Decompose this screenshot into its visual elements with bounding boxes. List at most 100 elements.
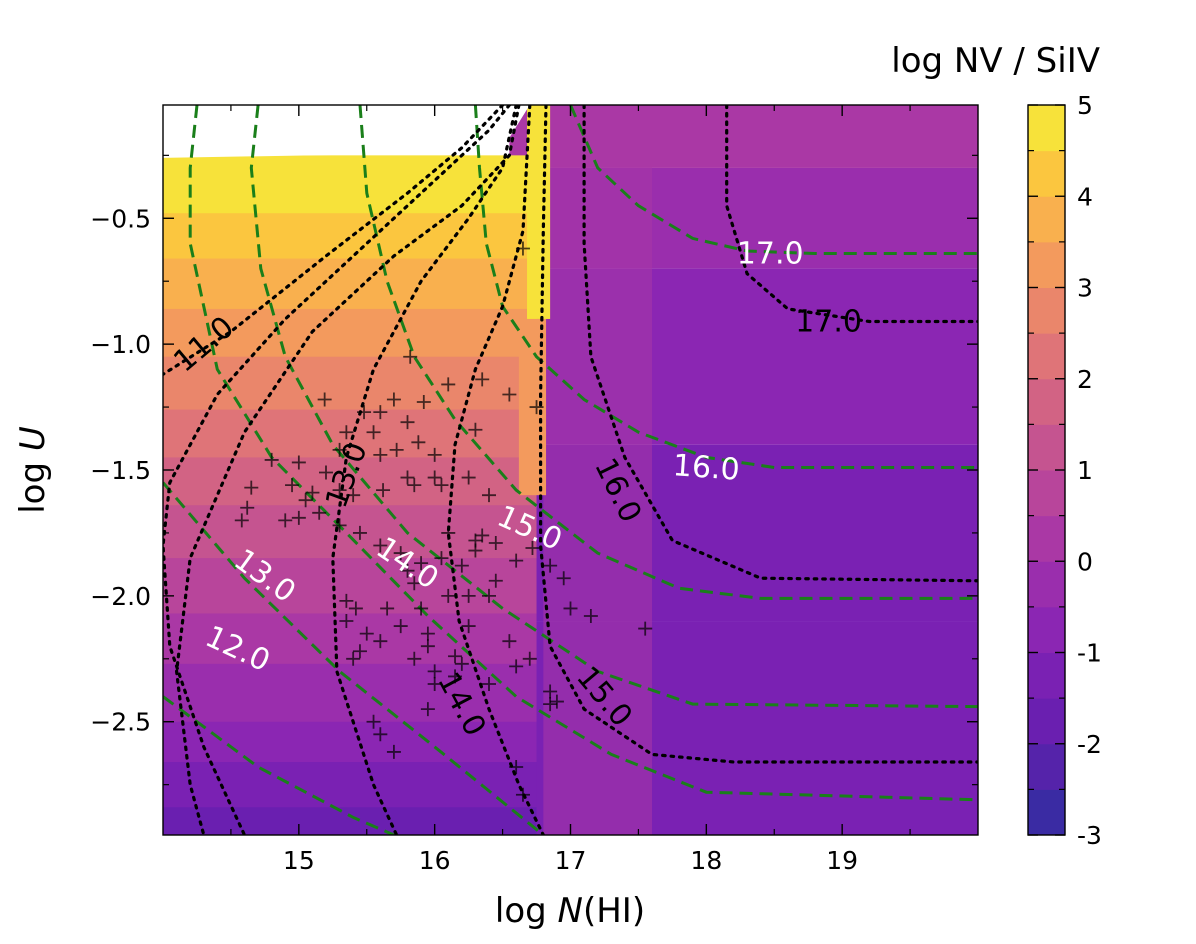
observation-point [420, 626, 435, 641]
observation-point [407, 478, 422, 493]
colorbar-band [1028, 424, 1065, 471]
colorbar-band [1028, 241, 1065, 288]
observation-markers [234, 241, 653, 802]
x-tick-label: 17 [555, 846, 587, 875]
y-axis-label-prefix: log [13, 451, 53, 514]
observation-point [380, 601, 395, 616]
colorbar-band [1028, 789, 1065, 836]
observation-point [427, 676, 442, 691]
observation-point [291, 455, 306, 470]
observation-point [319, 465, 333, 480]
black-contour-line [582, 105, 978, 583]
green-contour-line [473, 105, 978, 469]
observation-point [291, 510, 306, 525]
observation-point [332, 483, 347, 498]
heatmap-left-band [163, 762, 537, 808]
green-contour-line [163, 695, 395, 835]
observation-point [556, 571, 571, 586]
y-axis-ticks: −0.5 −1.0 −1.5 −2.0 −2.5 [90, 154, 978, 786]
black-contour-line [163, 105, 505, 376]
observation-point [285, 478, 300, 493]
observation-point [407, 576, 422, 591]
colorbar-band [1028, 652, 1065, 699]
observation-point [416, 395, 431, 410]
green-contour-line [569, 105, 978, 255]
green-contour-line [163, 481, 545, 835]
green-contour-line [358, 105, 978, 600]
observation-point [515, 787, 530, 802]
heatmap-left-band [163, 558, 537, 615]
observation-point [352, 525, 367, 540]
y-tick-label: −0.5 [90, 204, 151, 233]
heatmap-left-band [163, 613, 537, 665]
observation-point [312, 505, 327, 520]
heatmap-undefined-region [163, 105, 530, 158]
black-contour-line [331, 105, 518, 835]
observation-point [339, 425, 354, 440]
observation-point [461, 588, 476, 603]
observation-point [393, 619, 408, 634]
x-axis-label-prefix: log [495, 891, 558, 931]
colorbar-tick-label: -1 [1077, 639, 1102, 668]
x-tick-label: 16 [419, 846, 451, 875]
observation-point [515, 241, 530, 256]
y-tick-label: −2.5 [90, 708, 151, 737]
observation-point [502, 634, 517, 649]
observation-point [522, 651, 537, 666]
heatmap-left-band [163, 213, 537, 260]
observation-point [373, 727, 388, 742]
x-axis-label-suffix: (HI) [583, 891, 645, 931]
observation-point [434, 478, 449, 493]
green-contour-label: 16.0 [672, 448, 741, 488]
green-dashed-contours [163, 105, 978, 835]
observation-point [389, 442, 404, 457]
y-axis-label-italic: U [13, 426, 53, 451]
observation-point [411, 435, 426, 450]
observation-point [403, 349, 418, 364]
x-axis-label-italic: N [558, 891, 583, 931]
heatmap-left-band [163, 155, 537, 214]
observation-point [583, 609, 598, 623]
observation-point [373, 405, 388, 420]
colorbar-tick-label: 0 [1077, 547, 1093, 576]
observation-point [434, 551, 449, 566]
observation-point [638, 621, 653, 636]
observation-point [264, 452, 279, 467]
colorbar-tick-label: 5 [1077, 91, 1093, 120]
observation-point [509, 760, 524, 775]
x-axis-ticks: 15 16 17 18 19 [230, 105, 911, 875]
observation-point [359, 626, 374, 641]
observation-point [414, 556, 429, 571]
observation-point [234, 513, 249, 528]
colorbar-ticks: 5 4 3 2 1 0 -1 -2 -3 [1028, 91, 1102, 850]
x-axis-label: log N(HI) [495, 891, 645, 931]
black-contour-line [539, 105, 978, 764]
colorbar-band [1028, 515, 1065, 562]
observation-point [543, 558, 558, 573]
observation-point [332, 518, 347, 533]
observation-point [468, 422, 483, 437]
observation-point [482, 588, 496, 603]
observation-point [357, 405, 372, 420]
colorbar-tick-label: 2 [1077, 365, 1093, 394]
y-tick-label: −2.0 [90, 582, 151, 611]
colorbar-band [1028, 561, 1065, 608]
observation-point [348, 601, 363, 616]
colorbar-tick-label: 4 [1077, 182, 1093, 211]
observation-point [240, 500, 255, 515]
plot-area: 17.016.015.014.013.012.017.016.015.014.0… [90, 104, 979, 875]
observation-point [373, 447, 388, 462]
observation-point [332, 442, 347, 457]
observation-point [448, 669, 463, 684]
observation-point [441, 525, 456, 540]
observation-point [420, 639, 435, 654]
observation-point [317, 392, 332, 407]
colorbar-band [1028, 333, 1065, 380]
observation-point [543, 684, 558, 699]
observation-point [461, 470, 476, 485]
colorbar-band [1028, 378, 1065, 425]
observation-point [400, 563, 415, 578]
y-tick-label: −1.0 [90, 330, 151, 359]
colorbar-title: log NV / SiIV [891, 41, 1100, 81]
